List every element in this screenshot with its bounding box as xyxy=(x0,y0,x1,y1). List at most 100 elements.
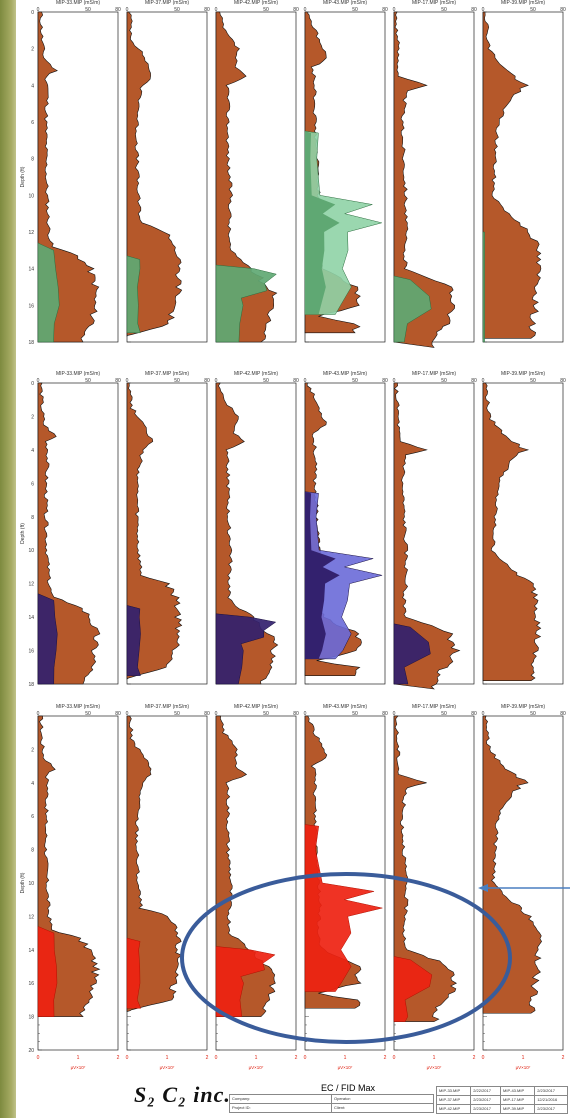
depth-tick-label: 18 xyxy=(28,340,34,346)
depth-tick-label: 12 xyxy=(28,582,34,588)
x-tick-label: 0 xyxy=(482,7,485,13)
fid-profile xyxy=(215,613,277,685)
column-title: MIP-37.MIP (mS/m) xyxy=(145,371,189,377)
ec-profile xyxy=(482,715,542,1014)
depth-tick-label: 0 xyxy=(31,10,34,16)
x-tick-label: 50 xyxy=(352,711,358,717)
x-tick-label: 80 xyxy=(115,378,121,384)
x-tick-label: 50 xyxy=(441,7,447,13)
fid-unit-label: μV×10⁷ xyxy=(516,1065,531,1070)
depth-tick-label: 4 xyxy=(31,83,34,89)
x-tick-label: 80 xyxy=(204,378,210,384)
fid-tick-label: 1 xyxy=(522,1055,525,1061)
arrow-head-icon xyxy=(478,884,488,892)
fid-profile xyxy=(393,623,431,685)
fid-tick-label: 2 xyxy=(117,1055,120,1061)
depth-tick-label: 14 xyxy=(28,948,34,954)
x-tick-label: 0 xyxy=(37,7,40,13)
depth-tick-label: 4 xyxy=(31,781,34,787)
fid-tick-label: 1 xyxy=(344,1055,347,1061)
column-title: MIP-33.MIP (mS/m) xyxy=(56,371,100,377)
ec-profile xyxy=(126,11,183,337)
fid-profile xyxy=(37,926,58,1017)
fid-unit-label: μV×10⁷ xyxy=(160,1065,175,1070)
x-tick-label: 0 xyxy=(482,711,485,717)
x-tick-label: 0 xyxy=(126,7,129,13)
column-title: MIP-43.MIP (mS/m) xyxy=(323,0,367,6)
depth-tick-label: 10 xyxy=(28,881,34,887)
fid-tick-label: 1 xyxy=(77,1055,80,1061)
column-title: MIP-37.MIP (mS/m) xyxy=(145,0,189,6)
x-tick-label: 80 xyxy=(560,378,566,384)
depth-tick-label: 2 xyxy=(31,47,34,53)
fid-profile xyxy=(482,231,485,343)
x-tick-label: 80 xyxy=(471,378,477,384)
x-tick-label: 0 xyxy=(215,7,218,13)
x-tick-label: 0 xyxy=(126,711,129,717)
x-tick-label: 50 xyxy=(352,378,358,384)
x-tick-label: 80 xyxy=(382,7,388,13)
column-title: MIP-33.MIP (mS/m) xyxy=(56,0,100,6)
x-tick-label: 50 xyxy=(530,711,536,717)
fid-tick-label: 0 xyxy=(37,1055,40,1061)
x-tick-label: 0 xyxy=(126,378,129,384)
column-title: MIP-42.MIP (mS/m) xyxy=(234,371,278,377)
x-tick-label: 50 xyxy=(263,711,269,717)
depth-tick-label: 18 xyxy=(28,1015,34,1021)
fid-tick-label: 2 xyxy=(562,1055,565,1061)
x-tick-label: 80 xyxy=(471,711,477,717)
depth-tick-label: 12 xyxy=(28,914,34,920)
column-title: MIP-43.MIP (mS/m) xyxy=(323,371,367,377)
depth-tick-label: 0 xyxy=(31,381,34,387)
x-tick-label: 50 xyxy=(174,378,180,384)
file-date: 2/23/2017 xyxy=(534,1104,568,1114)
fid-tick-label: 1 xyxy=(255,1055,258,1061)
x-tick-label: 50 xyxy=(174,711,180,717)
column-title: MIP-43.MIP (mS/m) xyxy=(323,704,367,710)
file-name: MIP-42.MIP xyxy=(435,1104,472,1114)
x-tick-label: 50 xyxy=(85,378,91,384)
fid-tick-label: 0 xyxy=(482,1055,485,1061)
file-date: 2/23/2017 xyxy=(470,1104,502,1114)
depth-tick-label: 10 xyxy=(28,548,34,554)
depth-tick-label: 16 xyxy=(28,981,34,987)
column-title: MIP-33.MIP (mS/m) xyxy=(56,704,100,710)
x-tick-label: 80 xyxy=(204,7,210,13)
sidebar-strip xyxy=(0,0,16,1118)
x-tick-label: 0 xyxy=(393,711,396,717)
column-title: MIP-42.MIP (mS/m) xyxy=(234,704,278,710)
fid-profile xyxy=(215,946,276,1017)
depth-tick-label: 10 xyxy=(28,193,34,199)
x-tick-label: 0 xyxy=(37,378,40,384)
column-title: MIP-17.MIP (mS/m) xyxy=(412,371,456,377)
fid-profile xyxy=(305,491,340,659)
company-field: Company: xyxy=(229,1094,332,1104)
depth-tick-label: 16 xyxy=(28,303,34,309)
file-date: 12/21/2016 xyxy=(534,1095,568,1105)
fid-profile xyxy=(126,255,141,334)
x-tick-label: 50 xyxy=(530,7,536,13)
x-tick-label: 50 xyxy=(85,711,91,717)
x-tick-label: 0 xyxy=(304,7,307,13)
depth-tick-label: 8 xyxy=(31,515,34,521)
depth-tick-label: 8 xyxy=(31,848,34,854)
column-title: MIP-17.MIP (mS/m) xyxy=(412,704,456,710)
fid-tick-label: 0 xyxy=(215,1055,218,1061)
fid-profile xyxy=(37,593,58,685)
ec-profile xyxy=(126,715,183,1012)
ec-profile xyxy=(215,715,276,1017)
ec-profile xyxy=(215,382,279,685)
depth-tick-label: 2 xyxy=(31,747,34,753)
x-tick-label: 50 xyxy=(263,7,269,13)
fid-tick-label: 2 xyxy=(384,1055,387,1061)
ec-profile xyxy=(126,382,183,680)
x-tick-label: 50 xyxy=(263,378,269,384)
column-title: MIP-39.MIP (mS/m) xyxy=(501,371,545,377)
x-tick-label: 80 xyxy=(204,711,210,717)
fid-tick-label: 2 xyxy=(473,1055,476,1061)
fid-unit-label: μV×10⁷ xyxy=(427,1065,442,1070)
x-tick-label: 80 xyxy=(293,378,299,384)
depth-tick-label: 2 xyxy=(31,414,34,420)
x-tick-label: 0 xyxy=(37,711,40,717)
